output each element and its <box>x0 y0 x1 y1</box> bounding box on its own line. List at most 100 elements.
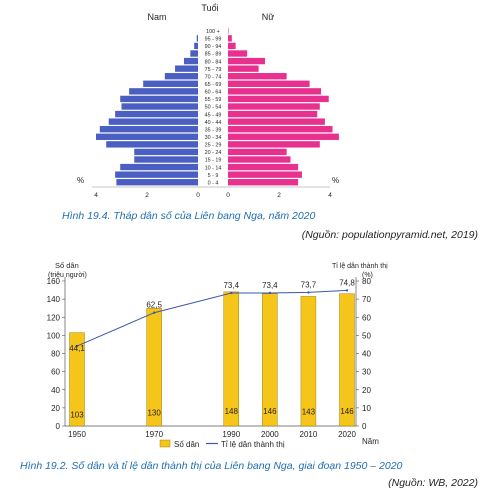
pyramid-age-label: 80 - 84 <box>205 59 222 65</box>
pyramid-bar-female <box>228 103 320 110</box>
urbanization-point <box>230 291 233 295</box>
pyramid-bar-female <box>228 73 287 80</box>
pyramid-bar-male <box>115 171 198 178</box>
combo-source: (Nguồn: WB, 2022) <box>388 477 478 489</box>
population-bar <box>339 293 355 427</box>
pyramid-bar-male <box>196 35 198 42</box>
pyramid-bar-male <box>129 88 198 95</box>
combo-left-tick-label: 40 <box>51 386 60 395</box>
population-bar-label: 148 <box>225 407 239 416</box>
urbanization-value-label: 74,8 <box>339 278 355 287</box>
pyramid-age-label: 50 - 54 <box>205 105 222 111</box>
combo-x-tick-label: 2020 <box>338 430 356 439</box>
urbanization-labels: 44,1 62,5 73,4 73,4 73,7 74,8 <box>69 278 355 353</box>
pyramid-bar-female <box>228 133 339 140</box>
population-labels: 103 130 148 146 143 146 <box>70 407 354 420</box>
combo-left-tick-label: 80 <box>51 350 60 359</box>
pyramid-bar-male <box>183 57 198 65</box>
combo-right-tick-label: 40 <box>362 350 371 359</box>
pyramid-xtick-right: 0 <box>226 192 230 199</box>
pyramid-unit-left: % <box>77 176 84 185</box>
combo-left-tick-label: 60 <box>51 368 60 377</box>
pyramid-bar-male <box>143 80 198 87</box>
combo-ylabel-right-line1: Tỉ lệ dân thành thị <box>332 262 388 270</box>
combo-legend: Số dân Tỉ lệ dân thành thị <box>159 439 285 449</box>
pyramid-female-bars <box>228 27 339 186</box>
urbanization-point <box>345 289 349 292</box>
combo-right-ticks: 0 10 20 30 40 50 60 70 80 <box>356 277 371 431</box>
pyramid-bar-male <box>121 103 198 110</box>
pyramid-age-label: 45 - 49 <box>205 112 222 118</box>
population-bar <box>146 307 162 427</box>
legend-label-bar: Số dân <box>174 440 199 449</box>
urbanization-value-label: 73,7 <box>301 280 317 289</box>
pyramid-xtick-left: 2 <box>145 192 149 199</box>
pyramid-unit-right: % <box>332 176 339 185</box>
pyramid-bar-female <box>228 88 322 95</box>
urbanization-value-label: 44,1 <box>69 344 85 353</box>
pyramid-bar-female <box>228 95 329 103</box>
pyramid-bar-female <box>228 50 248 57</box>
population-bar <box>69 332 85 427</box>
pyramid-header-center: Tuổi <box>201 3 218 13</box>
pyramid-male-bars <box>96 35 198 186</box>
pyramid-bar-female <box>228 27 229 34</box>
urbanization-value-label: 62,5 <box>146 301 162 310</box>
pyramid-bar-male <box>115 110 198 118</box>
pyramid-bar-female <box>228 65 259 72</box>
pyramid-x-ticks: 4 2 0 0 2 4 <box>94 192 332 199</box>
pyramid-bar-male <box>194 42 198 50</box>
pyramid-bar-male <box>134 156 198 163</box>
pyramid-age-label: 95 - 99 <box>205 37 222 43</box>
urbanization-value-label: 73,4 <box>262 281 278 290</box>
pyramid-age-label: 0 - 4 <box>208 180 219 186</box>
population-bar-label: 130 <box>147 408 161 417</box>
pyramid-bar-female <box>228 126 333 133</box>
pyramid-bar-female <box>228 171 302 178</box>
pyramid-age-label: 15 - 19 <box>205 158 222 164</box>
pyramid-header-right: Nữ <box>262 12 275 22</box>
combo-x-tick-label: 1970 <box>145 430 163 439</box>
combo-caption: Hình 19.2. Số dân và tỉ lệ dân thành thị… <box>20 460 403 472</box>
pyramid-bar-female <box>228 179 299 186</box>
pyramid-age-label: 35 - 39 <box>205 127 222 133</box>
pyramid-bar-female <box>228 156 291 163</box>
combo-ylabel-right-line2: (%) <box>362 272 373 279</box>
pyramid-header-left: Nam <box>147 12 166 22</box>
combo-right-tick-label: 10 <box>362 404 371 413</box>
combo-ylabel-left-line1: Số dân <box>55 261 79 270</box>
pyramid-bar-female <box>228 118 325 125</box>
pyramid-bar-male <box>120 163 198 171</box>
urbanization-point <box>307 291 310 294</box>
pyramid-xtick-right: 2 <box>277 192 281 199</box>
pyramid-age-label: 20 - 24 <box>205 150 222 156</box>
population-bar-label: 146 <box>340 407 354 416</box>
pyramid-bar-male <box>116 179 198 186</box>
pyramid-bar-female <box>228 35 232 42</box>
pyramid-xtick-left: 4 <box>94 192 98 199</box>
pyramid-age-label: 30 - 34 <box>205 135 222 141</box>
combo-left-tick-label: 120 <box>47 313 61 322</box>
pyramid-bar-male <box>164 73 198 80</box>
pyramid-bar-male <box>96 133 198 140</box>
combo-x-tick-label: 2000 <box>261 430 279 439</box>
population-urbanization-chart: Số dân (triệu người) Tỉ lệ dân thành thị… <box>20 261 478 489</box>
pyramid-bar-female <box>228 110 318 118</box>
combo-right-tick-label: 70 <box>362 295 371 304</box>
population-bar <box>300 296 317 427</box>
combo-bars <box>69 291 355 427</box>
pyramid-age-label: 40 - 44 <box>205 120 222 126</box>
pyramid-bar-female <box>228 80 310 87</box>
pyramid-age-label: 100 + <box>206 29 220 35</box>
pyramid-bar-female <box>228 42 236 50</box>
pyramid-xtick-right: 4 <box>328 192 332 199</box>
combo-left-tick-label: 20 <box>51 404 60 413</box>
urbanization-point <box>75 344 79 348</box>
combo-xlabel: Năm <box>362 437 379 446</box>
urbanization-value-label: 73,4 <box>223 281 239 290</box>
pyramid-bar-male <box>120 95 198 103</box>
combo-left-tick-label: 0 <box>56 422 61 431</box>
combo-x-ticks: 1950 1970 1990 2000 2010 2020 <box>68 430 356 439</box>
urbanization-point <box>152 311 156 314</box>
